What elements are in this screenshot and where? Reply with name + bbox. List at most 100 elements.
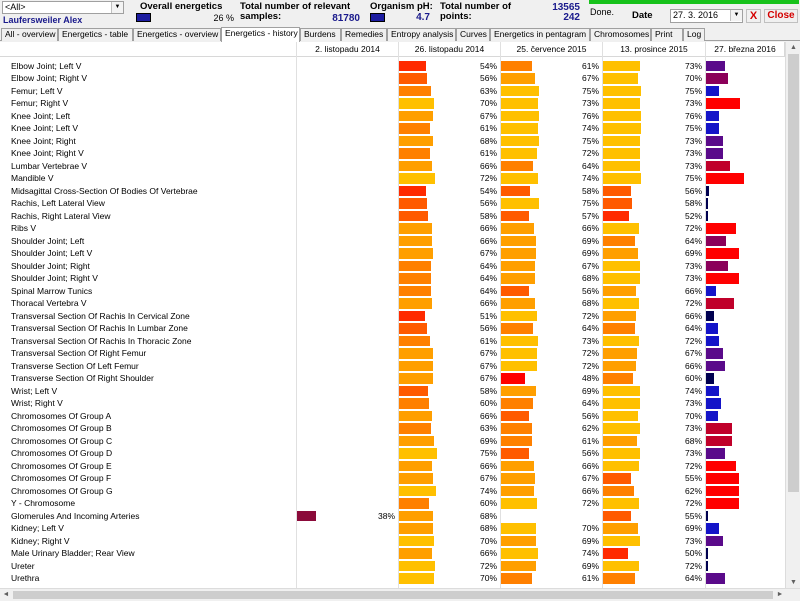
tab-burdens[interactable]: Burdens [300, 28, 341, 41]
user-name: Laufersweiler Alex [3, 15, 83, 25]
table-row[interactable]: Lumbar Vertebrae V 66% 64% 73% [0, 160, 785, 173]
horizontal-scrollbar[interactable]: ◄ ► [0, 588, 800, 600]
table-row[interactable]: Midsagittal Cross-Section Of Bodies Of V… [0, 185, 785, 198]
vertical-scrollbar[interactable]: ▲ ▼ [785, 42, 800, 588]
table-row[interactable]: Transversal Section Of Rachis In Cervica… [0, 310, 785, 323]
row-label: Elbow Joint; Left V [11, 60, 82, 71]
table-row[interactable]: Femur; Left V 63% 75% 75% [0, 85, 785, 98]
table-row[interactable]: Shoulder Joint; Left V 67% 69% 69% [0, 247, 785, 260]
column-header[interactable]: 13. prosince 2015 [603, 42, 706, 57]
table-row[interactable]: Chromosomes Of Group B 63% 62% 73% [0, 422, 785, 435]
scroll-up-icon[interactable]: ▲ [790, 44, 797, 51]
table-row[interactable]: Glomerules And Incoming Arteries 38% 68% 55… [0, 510, 785, 523]
table-row[interactable]: Chromosomes Of Group E 66% 66% 72% [0, 460, 785, 473]
energy-percent: 66% [684, 285, 702, 296]
table-row[interactable]: Kidney; Left V 68% 70% 69% [0, 522, 785, 535]
energy-bar [399, 410, 432, 421]
table-row[interactable]: Knee Joint; Left V 61% 74% 75% [0, 122, 785, 135]
energy-bar [603, 248, 638, 259]
table-row[interactable]: Chromosomes Of Group A 66% 56% 70% [0, 410, 785, 423]
close-button[interactable]: Close [764, 9, 798, 23]
table-row[interactable]: Elbow Joint; Right V 56% 67% 70% [0, 72, 785, 85]
column-header[interactable]: 25. července 2015 [501, 42, 603, 57]
table-row[interactable]: Shoulder Joint; Right 64% 67% 73% [0, 260, 785, 273]
energy-bar [399, 448, 437, 459]
tab-remedies[interactable]: Remedies [341, 28, 387, 41]
energy-bar [501, 260, 535, 271]
table-row[interactable]: Urethra 70% 61% 64% [0, 572, 785, 585]
tab-energetics-table[interactable]: Energetics - table [58, 28, 133, 41]
horizontal-scroll-thumb[interactable] [13, 591, 773, 599]
scroll-left-icon[interactable]: ◄ [2, 591, 10, 598]
table-row[interactable]: Ureter 72% 69% 72% [0, 560, 785, 573]
energy-bar [399, 573, 434, 584]
table-row[interactable]: Rachis, Right Lateral View 58% 57% 52% [0, 210, 785, 223]
table-row[interactable]: Chromosomes Of Group C 69% 61% 68% [0, 435, 785, 448]
table-row[interactable]: Spinal Marrow Tunics 64% 56% 66% [0, 285, 785, 298]
table-row[interactable]: Ribs V 66% 66% 72% [0, 222, 785, 235]
energy-percent: 75% [581, 135, 599, 146]
energy-bar [501, 448, 529, 459]
table-row[interactable]: Male Urinary Bladder; Rear View 66% 74% 50% [0, 547, 785, 560]
clear-date-button[interactable]: X [746, 9, 761, 23]
filter-select[interactable]: <All> ▼ [2, 1, 124, 14]
energy-percent: 66% [684, 360, 702, 371]
vertical-scroll-thumb[interactable] [788, 54, 799, 492]
energy-percent: 55% [684, 510, 702, 521]
tab-curves[interactable]: Curves [456, 28, 490, 41]
tab-entropy-analysis[interactable]: Entropy analysis [387, 28, 456, 41]
tab-energetics-in-pentagram[interactable]: Energetics in pentagram [490, 28, 590, 41]
energy-bar [603, 460, 639, 471]
energy-percent: 69% [479, 435, 497, 446]
energy-percent: 75% [581, 85, 599, 96]
energy-percent: 54% [479, 60, 497, 71]
energy-percent: 54% [479, 185, 497, 196]
scroll-down-icon[interactable]: ▼ [790, 579, 797, 586]
table-row[interactable]: Transverse Section Of Right Shoulder 67% 4… [0, 372, 785, 385]
energy-bar [399, 185, 426, 196]
table-row[interactable]: Transverse Section Of Left Femur 67% 72% 66… [0, 360, 785, 373]
history-grid: 2. listopadu 2014 26. listopadu 2014 25. č… [0, 42, 785, 588]
tab-log[interactable]: Log [683, 28, 705, 41]
table-row[interactable]: Elbow Joint; Left V 54% 61% 73% [0, 60, 785, 73]
table-row[interactable]: Wrist; Left V 58% 69% 74% [0, 385, 785, 398]
energy-percent: 66% [479, 410, 497, 421]
energy-percent: 56% [581, 410, 599, 421]
energy-bar [501, 148, 537, 159]
energy-percent: 51% [479, 310, 497, 321]
tab-all-overview[interactable]: All - overview [1, 28, 58, 41]
column-header[interactable]: 2. listopadu 2014 [297, 42, 399, 57]
scroll-right-icon[interactable]: ► [776, 591, 784, 598]
table-row[interactable]: Rachis, Left Lateral View 56% 75% 58% [0, 197, 785, 210]
tab-chromosomes[interactable]: Chromosomes [590, 28, 651, 41]
column-header[interactable]: 27. března 2016 [706, 42, 785, 57]
column-header[interactable]: 26. listopadu 2014 [399, 42, 501, 57]
date-picker[interactable]: 27. 3. 2016 ▼ [670, 9, 743, 23]
table-row[interactable]: Wrist; Right V 60% 64% 73% [0, 397, 785, 410]
tab-energetics-overview[interactable]: Energetics - overview [133, 28, 221, 41]
chevron-down-icon[interactable]: ▼ [111, 2, 123, 13]
table-row[interactable]: Femur; Right V 70% 73% 73% [0, 97, 785, 110]
table-row[interactable]: Chromosomes Of Group G 74% 66% 62% [0, 485, 785, 498]
table-row[interactable]: Transversal Section Of Rachis In Lumbar … [0, 322, 785, 335]
table-row[interactable]: Transversal Section Of Right Femur 67% 72%… [0, 347, 785, 360]
table-row[interactable]: Knee Joint; Left 67% 76% 76% [0, 110, 785, 123]
table-row[interactable]: Chromosomes Of Group D 75% 56% 73% [0, 447, 785, 460]
row-label: Thoracal Vertebra V [11, 298, 87, 308]
tab-energetics-history[interactable]: Energetics - history [221, 27, 300, 42]
table-row[interactable]: Knee Joint; Right 68% 75% 73% [0, 135, 785, 148]
table-row[interactable]: Chromosomes Of Group F 67% 67% 55% [0, 472, 785, 485]
table-row[interactable]: Shoulder Joint; Right V 64% 68% 73% [0, 272, 785, 285]
energy-percent: 62% [684, 485, 702, 496]
table-row[interactable]: Mandible V 72% 74% 75% [0, 172, 785, 185]
table-row[interactable]: Shoulder Joint; Left 66% 69% 64% [0, 235, 785, 248]
table-row[interactable]: Transversal Section Of Rachis In Thoraci… [0, 335, 785, 348]
energy-bar [603, 135, 640, 146]
table-row[interactable]: Kidney; Right V 70% 69% 73% [0, 535, 785, 548]
tab-print[interactable]: Print [651, 28, 683, 41]
calendar-dropdown-icon[interactable]: ▼ [730, 10, 742, 21]
table-row[interactable]: Y - Chromosome 60% 72% 72% [0, 497, 785, 510]
energy-bar [706, 223, 736, 234]
table-row[interactable]: Knee Joint; Right V 61% 72% 73% [0, 147, 785, 160]
table-row[interactable]: Thoracal Vertebra V 66% 68% 72% [0, 297, 785, 310]
